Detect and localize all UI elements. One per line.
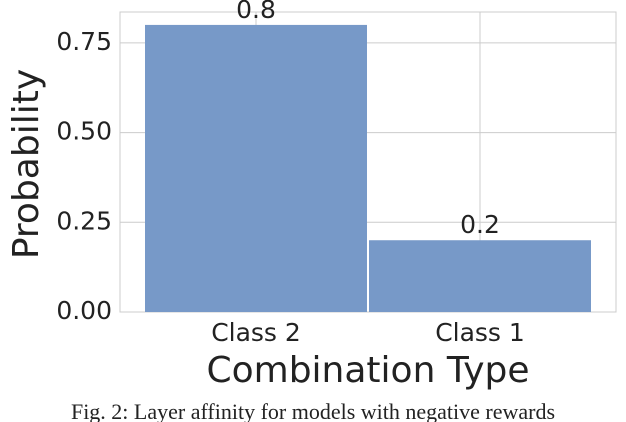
caption: Fig. 2: Layer affinity for models with n… — [71, 399, 555, 422]
data-label: 0.2 — [460, 210, 500, 239]
bar — [369, 240, 591, 312]
y-tick-label: 0.00 — [56, 296, 112, 325]
y-tick-label: 0.25 — [56, 206, 112, 235]
x-axis-label: Combination Type — [206, 350, 529, 391]
y-tick-label: 0.75 — [56, 27, 112, 56]
bar — [145, 24, 367, 312]
data-label: 0.8 — [236, 0, 276, 24]
x-tick-label: Class 1 — [435, 318, 525, 347]
y-axis-label: Probability — [6, 69, 47, 259]
y-tick-label: 0.50 — [56, 117, 112, 146]
x-tick-label: Class 2 — [211, 318, 301, 347]
